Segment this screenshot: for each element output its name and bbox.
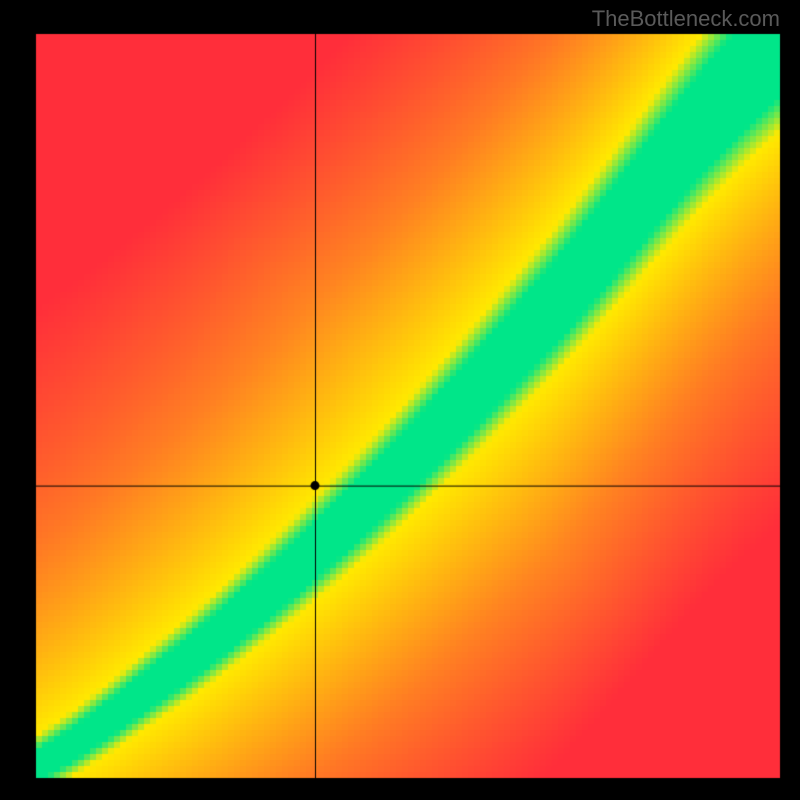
bottleneck-heatmap	[0, 0, 800, 800]
chart-container: { "watermark": "TheBottleneck.com", "can…	[0, 0, 800, 800]
watermark-text: TheBottleneck.com	[592, 6, 780, 32]
